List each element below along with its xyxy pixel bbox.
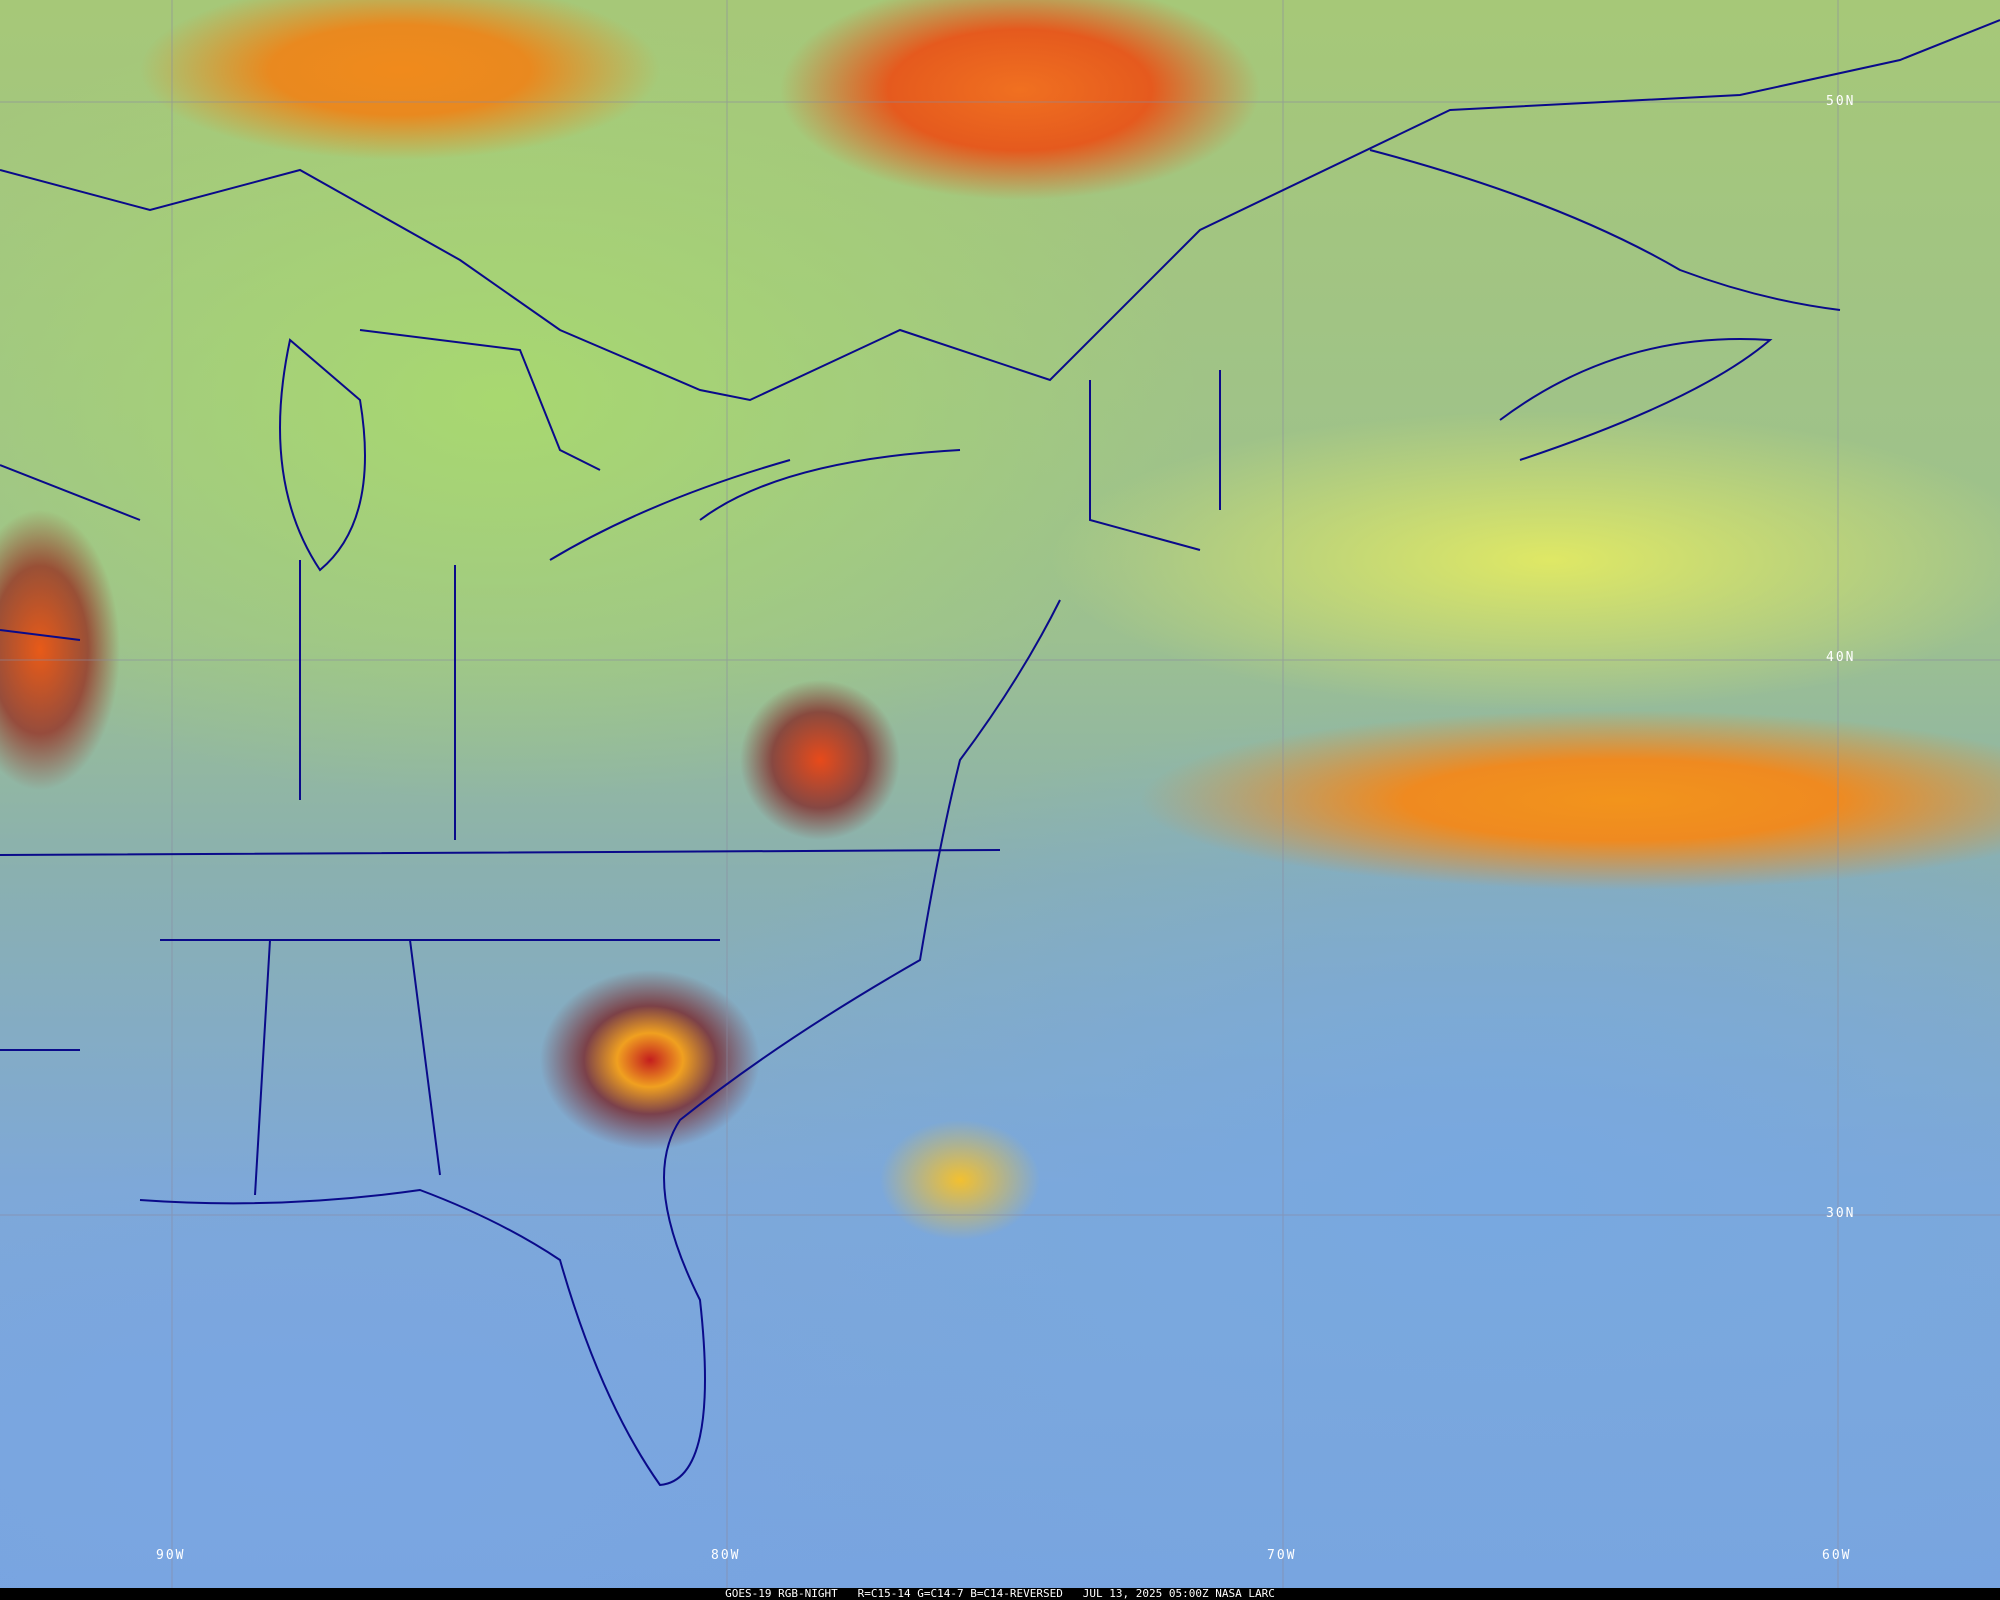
east-coast — [139, 599, 1061, 1487]
state-borders — [0, 370, 1221, 1196]
longitude-label-90w: 90W — [156, 1548, 186, 1563]
longitude-label-70w: 70W — [1267, 1548, 1297, 1563]
political-borders — [0, 19, 2000, 1487]
latitude-label-30n: 30N — [1826, 1206, 1856, 1221]
image-caption: GOES-19 RGB-NIGHT R=C15-14 G=C14-7 B=C14… — [0, 1588, 2000, 1600]
longitude-label-80w: 80W — [711, 1548, 741, 1563]
latitude-label-40n: 40N — [1826, 650, 1856, 665]
longitude-label-60w: 60W — [1822, 1548, 1852, 1563]
maritime-provinces — [1369, 149, 1841, 461]
latitude-label-50n: 50N — [1826, 94, 1856, 109]
great-lakes — [279, 329, 961, 572]
canada-border — [0, 19, 2000, 402]
